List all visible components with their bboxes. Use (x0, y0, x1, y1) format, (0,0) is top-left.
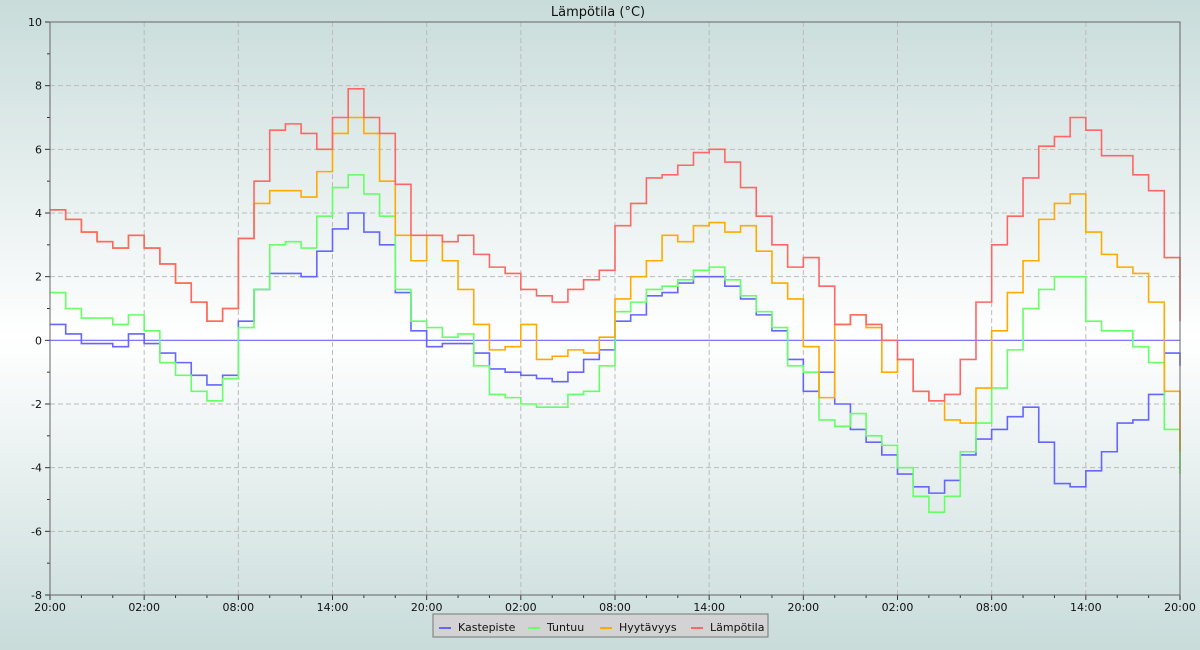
series-line-lämpötila (50, 88, 1181, 402)
y-tick-label: -8 (31, 589, 42, 602)
x-tick-label: 20:00 (411, 601, 443, 614)
y-tick-label: -2 (31, 398, 42, 411)
series-group (50, 88, 1181, 514)
x-tick-label: 08:00 (222, 601, 254, 614)
y-tick-label: 4 (35, 207, 42, 220)
legend-box (432, 613, 769, 638)
x-tick-label: 08:00 (976, 601, 1008, 614)
y-tick-label: 6 (35, 143, 42, 156)
x-tick-label: 14:00 (693, 601, 725, 614)
x-tick-label: 20:00 (34, 601, 66, 614)
x-tick-label: 14:00 (317, 601, 349, 614)
chart-title: Lämpötila (°C) (551, 5, 645, 20)
x-tick-label: 08:00 (599, 601, 631, 614)
x-tick-label: 02:00 (882, 601, 914, 614)
y-tick-label: -6 (31, 525, 42, 538)
plot-frame (49, 21, 1181, 596)
legend-label: Tuntuu (546, 621, 584, 634)
legend-label: Lämpötila (710, 621, 764, 634)
x-tick-label: 02:00 (128, 601, 160, 614)
y-tick-label: 8 (35, 80, 42, 93)
series-line-kastepiste (50, 212, 1181, 494)
y-tick-label: 10 (28, 16, 42, 29)
legend-label: Kastepiste (458, 621, 516, 634)
y-tick-label: -4 (31, 462, 42, 475)
x-tick-label: 20:00 (1164, 601, 1196, 614)
legend: Kastepiste Tuntuu Hyytävyys Lämpötila (432, 613, 769, 638)
y-tick-label: 2 (35, 271, 42, 284)
x-tick-label: 20:00 (787, 601, 819, 614)
legend-label: Hyytävyys (619, 621, 677, 634)
x-tick-label: 02:00 (505, 601, 537, 614)
y-tick-label: 0 (35, 334, 42, 347)
x-tick-label: 14:00 (1070, 601, 1102, 614)
axes: -8 -6 -4 -2 0 2 4 6 8 10 20:00 02:00 08:00 14:00 20:00… (28, 16, 1196, 614)
